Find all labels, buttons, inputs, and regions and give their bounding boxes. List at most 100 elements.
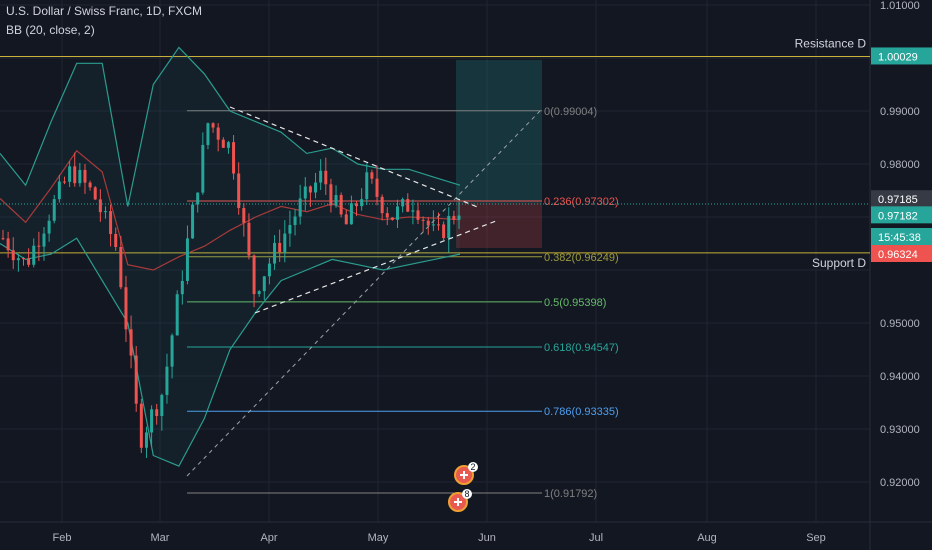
candle[interactable] [283, 233, 287, 253]
candle[interactable] [293, 216, 297, 226]
candle[interactable] [139, 403, 143, 448]
candle[interactable] [370, 172, 374, 179]
candle[interactable] [360, 199, 364, 207]
candle[interactable] [73, 166, 77, 184]
candle[interactable] [426, 220, 430, 226]
candle[interactable] [221, 139, 225, 148]
candle[interactable] [431, 224, 435, 226]
candle[interactable] [237, 173, 241, 209]
candle[interactable] [175, 294, 179, 336]
candle[interactable] [242, 208, 246, 223]
candle[interactable] [421, 219, 425, 221]
candle[interactable] [32, 245, 36, 265]
stop-zone[interactable] [456, 203, 542, 248]
candle[interactable] [232, 142, 236, 174]
candle[interactable] [196, 192, 200, 205]
candle[interactable] [119, 246, 123, 288]
candle[interactable] [262, 276, 266, 292]
candle[interactable] [201, 144, 205, 193]
candle[interactable] [47, 220, 51, 234]
long-position-tool[interactable] [456, 60, 542, 248]
candle[interactable] [98, 199, 102, 213]
price-axis[interactable]: 1.01000 0.99000 0.98000 0.95000 0.94000 0.930… [880, 0, 920, 489]
candle[interactable] [93, 187, 97, 200]
candle[interactable] [21, 258, 25, 260]
candle[interactable] [226, 142, 230, 148]
candle[interactable] [83, 169, 87, 183]
triangle-lower-trendline[interactable] [254, 220, 497, 314]
candle[interactable] [319, 170, 323, 183]
candle[interactable] [150, 409, 154, 433]
candle[interactable] [160, 394, 164, 416]
candle[interactable] [298, 198, 302, 217]
candle[interactable] [27, 258, 31, 265]
candle[interactable] [42, 233, 46, 247]
candle[interactable] [344, 214, 348, 225]
candle[interactable] [103, 211, 107, 213]
candle[interactable] [324, 170, 328, 185]
candle[interactable] [334, 195, 338, 206]
candles[interactable] [1, 122, 461, 458]
candle[interactable] [88, 182, 92, 188]
candle[interactable] [180, 280, 184, 295]
fib-retracement[interactable]: 0(0.99004) 0.236(0.97302) 0.382(0.96249) 0.… [187, 106, 619, 500]
candle[interactable] [349, 203, 353, 225]
candle[interactable] [252, 255, 256, 295]
indicator-legend[interactable]: BB (20, close, 2) [6, 23, 95, 37]
candle[interactable] [457, 215, 461, 220]
candle[interactable] [37, 245, 41, 247]
symbol-title[interactable]: U.S. Dollar / Swiss Franc, 1D, FXCM [6, 4, 203, 18]
candle[interactable] [267, 263, 271, 277]
candle[interactable] [1, 238, 5, 240]
candle[interactable] [109, 211, 113, 235]
candle[interactable] [308, 186, 312, 193]
candle[interactable] [144, 432, 148, 448]
event-markers[interactable]: 28 [448, 462, 478, 512]
candle[interactable] [134, 355, 138, 404]
candle[interactable] [273, 242, 277, 264]
candle[interactable] [355, 203, 359, 207]
candle[interactable] [124, 287, 128, 330]
candle[interactable] [314, 182, 318, 193]
candle[interactable] [452, 215, 456, 220]
candle[interactable] [278, 242, 282, 253]
candle[interactable] [114, 234, 118, 247]
candle[interactable] [206, 123, 210, 145]
candle[interactable] [396, 206, 400, 220]
candle[interactable] [16, 258, 20, 261]
candle[interactable] [68, 166, 72, 182]
candle[interactable] [401, 199, 405, 207]
trendlines[interactable] [0, 106, 870, 477]
candle[interactable] [185, 238, 189, 281]
candle[interactable] [416, 210, 420, 220]
candle[interactable] [155, 409, 159, 416]
candle[interactable] [411, 210, 415, 212]
candle[interactable] [211, 123, 215, 128]
candle[interactable] [11, 250, 15, 261]
candle[interactable] [365, 172, 369, 200]
candle[interactable] [57, 181, 61, 200]
candle[interactable] [165, 366, 169, 395]
candle[interactable] [375, 178, 379, 197]
candle[interactable] [406, 199, 410, 212]
candle[interactable] [442, 224, 446, 239]
candle[interactable] [339, 195, 343, 215]
candle[interactable] [78, 169, 82, 184]
candle[interactable] [257, 291, 261, 295]
candle[interactable] [247, 222, 251, 256]
candle[interactable] [216, 127, 220, 140]
candle[interactable] [52, 199, 56, 221]
candle[interactable] [437, 224, 441, 226]
candle[interactable] [6, 238, 10, 251]
candle[interactable] [390, 217, 394, 220]
candle[interactable] [62, 181, 66, 183]
candle[interactable] [288, 225, 292, 234]
target-zone[interactable] [456, 60, 542, 203]
candle[interactable] [385, 213, 389, 218]
candle[interactable] [380, 196, 384, 214]
candle[interactable] [447, 215, 451, 239]
candle[interactable] [191, 204, 195, 239]
time-axis[interactable]: Feb Mar Apr May Jun Jul Aug Sep [53, 532, 826, 544]
candle[interactable] [170, 335, 174, 367]
